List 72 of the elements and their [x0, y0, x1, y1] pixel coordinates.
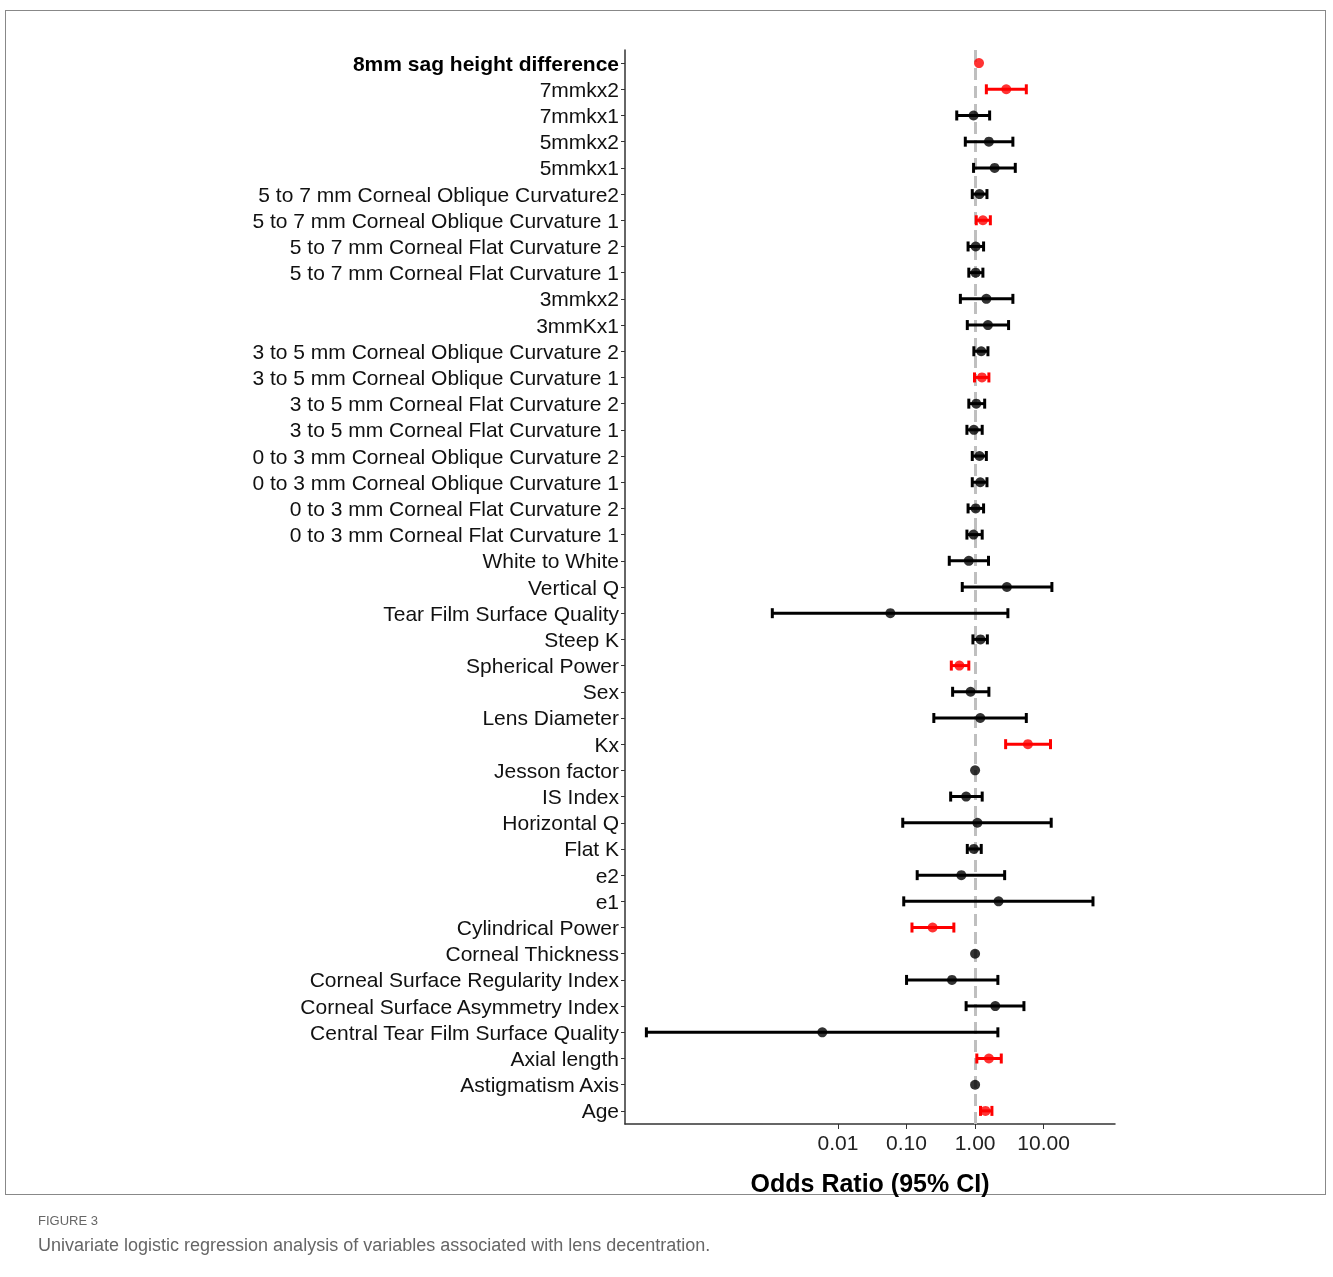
x-axis-title: Odds Ratio (95% CI) — [750, 1168, 990, 1197]
y-tick-label: 0 to 3 mm Corneal Oblique Curvature 2 — [252, 444, 619, 468]
y-tick-label: Corneal Surface Regularity Index — [309, 968, 620, 992]
x-tick-label: 0.10 — [886, 1131, 927, 1154]
y-tick-label: Steep K — [544, 627, 619, 651]
point — [970, 1079, 981, 1090]
y-tick-label: White to White — [482, 549, 619, 573]
y-tick-label: 3mmKx1 — [536, 313, 619, 337]
point — [981, 293, 992, 304]
point — [983, 136, 994, 147]
point — [974, 58, 984, 69]
y-tick-label: Age — [581, 1099, 619, 1123]
y-tick-label: Jesson factor — [494, 758, 619, 782]
point — [972, 817, 983, 828]
point — [976, 346, 987, 357]
y-tick-label: 8mm sag height difference — [352, 51, 619, 75]
point — [970, 765, 981, 776]
y-tick-label: 5 to 7 mm Corneal Oblique Curvature2 — [258, 182, 619, 206]
y-tick-label: Flat K — [564, 837, 619, 861]
y-tick-label: 0 to 3 mm Corneal Flat Curvature 2 — [289, 496, 619, 520]
point — [968, 529, 979, 540]
y-tick-label: Lens Diameter — [482, 706, 620, 730]
y-tick-label: 7mmkx1 — [539, 103, 619, 127]
y-tick-label: Tear Film Surface Quality — [383, 601, 620, 625]
point — [968, 843, 979, 854]
point — [968, 424, 979, 435]
caption: FIGURE 3 — [38, 1213, 98, 1228]
x-tick-label: 1.00 — [954, 1131, 996, 1154]
point — [974, 451, 985, 462]
y-tick-label: 0 to 3 mm Corneal Flat Curvature 1 — [289, 523, 619, 547]
y-tick-label: Kx — [594, 732, 620, 756]
y-tick-label: 0 to 3 mm Corneal Oblique Curvature 1 — [252, 470, 619, 494]
point — [977, 215, 988, 226]
y-tick-label: Sex — [582, 680, 620, 704]
point — [976, 372, 987, 383]
point — [975, 634, 986, 645]
y-tick-label: 5 to 7 mm Corneal Oblique Curvature 1 — [252, 208, 619, 232]
y-tick-label: 3 to 5 mm Corneal Flat Curvature 1 — [289, 418, 619, 442]
point — [970, 267, 981, 278]
y-tick-label: Vertical Q — [527, 575, 619, 599]
y-tick-label: 3 to 5 mm Corneal Oblique Curvature 2 — [252, 339, 619, 363]
text: Univariate logistic regression analysis of variables associated with lens decentration. — [38, 1235, 711, 1256]
point — [982, 320, 993, 331]
y-tick-label: 5mmkx2 — [539, 130, 619, 154]
y-tick-label: e2 — [595, 863, 619, 887]
y-tick-label: 7mmkx2 — [539, 77, 619, 101]
point — [968, 110, 979, 121]
y-tick-label: 3 to 5 mm Corneal Flat Curvature 2 — [289, 392, 619, 416]
y-tick-label: Axial length — [510, 1047, 619, 1071]
y-tick-label: 5 to 7 mm Corneal Flat Curvature 2 — [289, 234, 619, 258]
point — [983, 1053, 994, 1064]
point — [975, 712, 986, 723]
y-tick-label: 3 to 5 mm Corneal Oblique Curvature 1 — [252, 365, 619, 389]
x-tick-label: 0.01 — [817, 1131, 859, 1154]
y-tick-label: Spherical Power — [466, 654, 620, 678]
y-tick-label: Central Tear Film Surface Quality — [310, 1020, 620, 1044]
y-tick-label: Astigmatism Axis — [460, 1073, 619, 1097]
point — [965, 686, 976, 697]
y-tick-label: e1 — [595, 889, 619, 913]
point — [989, 162, 1000, 173]
point — [970, 948, 981, 959]
y-tick-label: 5mmkx1 — [539, 156, 619, 180]
point — [990, 1001, 1001, 1012]
y-tick-label: Corneal Thickness — [445, 942, 619, 966]
x-tick-label: 10.00 — [1017, 1131, 1070, 1154]
y-tick-label: 5 to 7 mm Corneal Flat Curvature 1 — [289, 261, 619, 285]
y-tick-label: IS Index — [541, 785, 620, 809]
y-tick-label: Cylindrical Power — [456, 916, 619, 940]
point — [974, 189, 985, 200]
y-tick-label: Horizontal Q — [502, 811, 619, 835]
y-tick-label: Corneal Surface Asymmetry Index — [300, 994, 620, 1018]
y-tick-label: 3mmkx2 — [539, 287, 619, 311]
